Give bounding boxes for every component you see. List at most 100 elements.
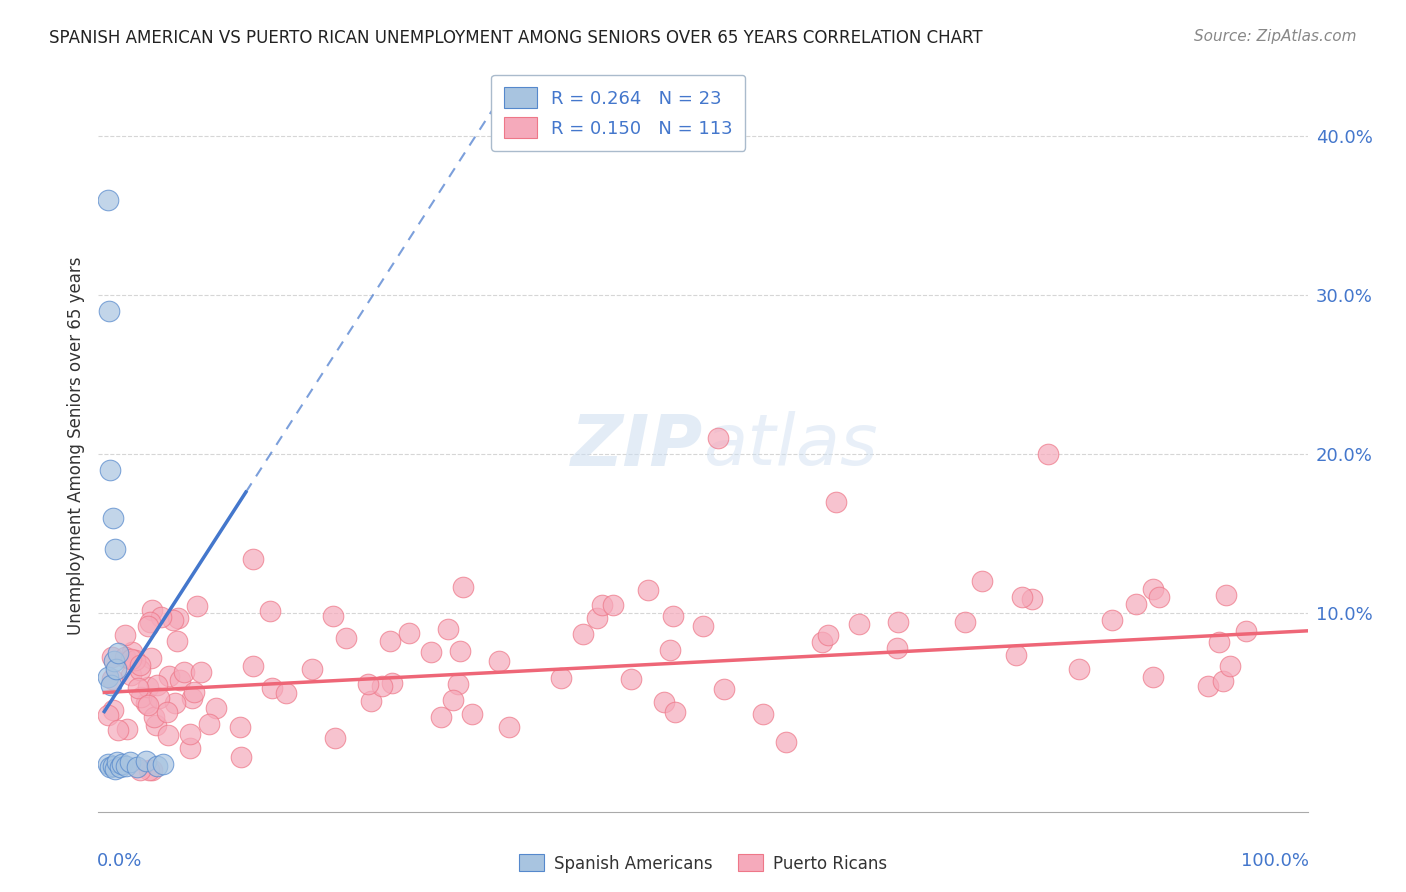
Point (121, 645, 143, 659)
Point (167, 611, 190, 625)
Point (1011, 590, 1033, 604)
Point (114, 758, 136, 772)
Point (120, 668, 142, 682)
Point (104, 762, 127, 776)
Point (165, 696, 187, 710)
Point (104, 542, 127, 557)
Point (127, 681, 149, 696)
Point (156, 728, 179, 742)
Point (115, 722, 138, 736)
Point (156, 705, 179, 719)
Point (242, 659, 264, 673)
Point (150, 609, 173, 624)
Point (1069, 662, 1091, 676)
Point (105, 756, 128, 770)
Point (100, 677, 122, 691)
Point (460, 706, 482, 721)
Point (1147, 591, 1170, 605)
Point (449, 644, 471, 658)
Point (242, 551, 264, 566)
Point (101, 510, 124, 524)
Text: atlas: atlas (703, 411, 877, 481)
Point (173, 665, 195, 680)
Point (98, 463, 121, 477)
Point (1215, 588, 1237, 602)
Point (817, 628, 839, 642)
Point (179, 727, 201, 741)
Point (848, 616, 870, 631)
Point (129, 690, 152, 705)
Point (658, 642, 681, 657)
Point (498, 720, 520, 734)
Point (120, 651, 142, 665)
Point (97, 193, 120, 207)
Point (181, 690, 204, 705)
Text: 100.0%: 100.0% (1240, 852, 1309, 870)
Point (752, 706, 775, 721)
Point (97, 757, 120, 772)
Point (360, 694, 382, 708)
Legend: R = 0.264   N = 23, R = 0.150   N = 113: R = 0.264 N = 23, R = 0.150 N = 113 (492, 75, 745, 151)
Point (101, 758, 124, 772)
Point (1234, 624, 1257, 638)
Text: ZIP: ZIP (571, 411, 703, 481)
Point (152, 757, 174, 772)
Point (662, 608, 685, 623)
Point (136, 681, 159, 695)
Point (135, 754, 157, 768)
Point (810, 635, 832, 649)
Point (591, 599, 613, 613)
Point (157, 669, 180, 683)
Text: SPANISH AMERICAN VS PUERTO RICAN UNEMPLOYMENT AMONG SENIORS OVER 65 YEARS CORREL: SPANISH AMERICAN VS PUERTO RICAN UNEMPLO… (49, 29, 983, 46)
Point (1021, 591, 1043, 606)
Text: Source: ZipAtlas.com: Source: ZipAtlas.com (1194, 29, 1357, 44)
Point (585, 611, 607, 625)
Point (141, 764, 163, 778)
Point (190, 665, 212, 679)
Point (128, 663, 150, 677)
Point (262, 681, 284, 696)
Point (229, 749, 252, 764)
Point (378, 634, 401, 648)
Point (713, 682, 735, 697)
Point (1219, 659, 1241, 673)
Point (664, 705, 686, 719)
Point (1142, 670, 1164, 684)
Point (136, 619, 159, 633)
Point (143, 710, 166, 724)
Point (107, 646, 129, 660)
Point (228, 720, 250, 734)
Point (169, 673, 191, 687)
Point (970, 574, 993, 589)
Point (101, 703, 124, 717)
Point (775, 735, 797, 749)
Point (98, 760, 121, 774)
Point (145, 717, 167, 731)
Point (886, 641, 908, 656)
Point (441, 693, 464, 707)
Point (692, 618, 714, 632)
Point (166, 634, 188, 648)
Point (139, 615, 162, 630)
Point (100, 672, 122, 686)
Point (446, 677, 468, 691)
Point (652, 695, 675, 709)
Point (186, 599, 208, 614)
Point (259, 604, 281, 618)
Point (1004, 648, 1026, 662)
Point (129, 764, 152, 778)
Point (97, 707, 120, 722)
Point (129, 658, 152, 673)
Point (1197, 679, 1219, 693)
Point (1212, 674, 1234, 689)
Point (148, 690, 170, 705)
Point (101, 650, 124, 665)
Point (205, 701, 228, 715)
Point (1208, 634, 1230, 648)
Point (146, 758, 169, 772)
Point (371, 679, 394, 693)
Point (114, 628, 136, 642)
Point (145, 678, 167, 692)
Point (381, 675, 404, 690)
Point (335, 631, 357, 645)
